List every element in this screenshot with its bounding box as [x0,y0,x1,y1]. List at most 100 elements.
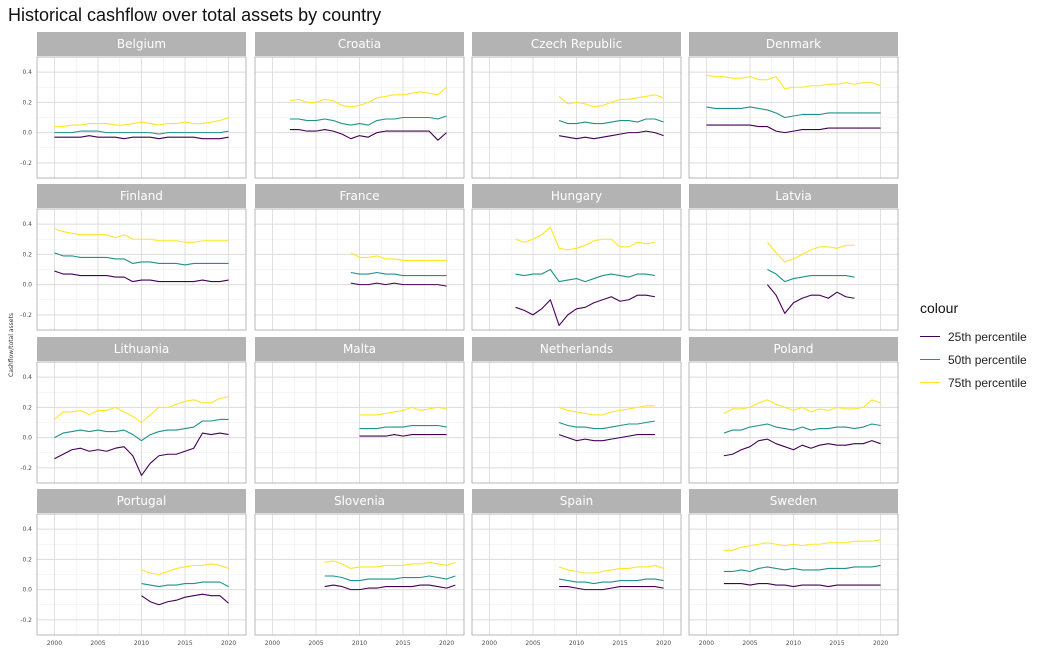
facet-strip [255,32,464,56]
panel-sweden: Sweden 2000 2005 2010 2015 2020 [688,489,899,647]
series-line-p75 [350,252,447,261]
facet-strip [37,489,246,513]
series-line-p75 [766,241,855,263]
facet-strip [689,489,898,513]
x-tick-label: 2005 [525,640,540,647]
panel-portugal: Portugal -0.2 0.0 0.2 0.4 2000 2005 2010 2015 202… [20,489,247,647]
facet-strip [472,32,681,56]
series-line-p75 [141,563,229,576]
series-line-p25 [723,583,881,588]
x-tick-label: 2015 [395,640,410,647]
panel-border [688,361,899,484]
facet-label: Poland [773,342,813,356]
facet-label: Croatia [338,37,381,51]
y-tick-label: 0.2 [22,99,32,106]
series-line-p25 [766,284,855,314]
facet-label: Hungary [551,189,602,203]
facet-label: Finland [120,189,163,203]
facet-strip [472,184,681,208]
y-tick-label: 0.0 [22,435,32,442]
x-tick-label: 2005 [742,640,757,647]
series-line-p75 [54,116,229,128]
facet-strip [37,184,246,208]
x-tick-label: 2015 [177,640,192,647]
series-line-p25 [54,135,229,140]
facet-strip [689,337,898,361]
series-line-p75 [359,406,447,416]
series-line-p50 [54,418,229,442]
series-line-p25 [289,129,447,141]
facet-strip [472,489,681,513]
legend-label-25th: 25th percentile [948,329,1027,344]
series-line-p50 [723,423,881,434]
x-tick-label: 2000 [699,640,714,647]
panel-czech-republic: Czech Republic [471,32,682,179]
panel-croatia: Croatia [254,32,465,179]
facet-strip [255,184,464,208]
facet-label: Lithuania [114,342,170,356]
x-tick-label: 2020 [656,640,671,647]
panel-latvia: Latvia [688,184,899,331]
legend-item-50th: 50th percentile [920,348,1027,371]
panel-border [471,513,682,636]
panel-poland: Poland [688,337,899,484]
facet-label: Slovenia [334,494,385,508]
y-tick-label: -0.2 [20,465,32,472]
panel-spain: Spain 2000 2005 2010 2015 2020 [471,489,682,647]
y-tick-label: -0.2 [20,160,32,167]
series-line-p25 [141,593,229,606]
series-line-p25 [324,584,456,591]
facet-strip [37,32,246,56]
x-tick-label: 2020 [221,640,236,647]
y-tick-label: 0.4 [22,69,32,76]
series-line-p25 [54,270,229,283]
series-line-p50 [141,581,229,588]
facet-label: Malta [343,342,376,356]
x-tick-label: 2005 [90,640,105,647]
series-line-p50 [359,424,447,430]
legend-swatch-25th [920,336,940,337]
legend-item-75th: 75th percentile [920,371,1027,394]
panel-border [688,56,899,179]
legend-label-50th: 50th percentile [948,352,1027,367]
panel-border [36,208,247,331]
x-tick-label: 2000 [482,640,497,647]
y-tick-label: -0.2 [20,312,32,319]
series-line-p75 [324,560,456,570]
facet-strip [255,489,464,513]
x-tick-label: 2010 [786,640,801,647]
y-tick-label: 0.4 [22,374,32,381]
series-line-p75 [706,74,881,90]
series-line-p25 [558,434,655,442]
series-line-p25 [359,434,447,437]
x-tick-label: 2010 [352,640,367,647]
facet-label: Denmark [766,37,821,51]
panel-border [254,361,465,484]
series-line-p50 [324,575,456,582]
facet-strip [689,184,898,208]
series-line-p50 [350,271,447,277]
y-axis-label: Cashflow/total assets [8,313,15,377]
series-line-p75 [558,564,664,574]
series-line-p50 [515,268,655,283]
x-tick-label: 2005 [308,640,323,647]
series-line-p50 [54,130,229,135]
facet-label: Belgium [117,37,166,51]
panel-border [688,208,899,331]
panel-border [688,513,899,636]
y-tick-label: 0.4 [22,526,32,533]
facet-strip [472,337,681,361]
y-tick-label: 0.2 [22,404,32,411]
series-line-p25 [706,124,881,134]
facet-label: France [340,189,380,203]
series-line-p50 [558,578,664,585]
x-tick-label: 2000 [47,640,62,647]
series-line-p75 [54,228,229,243]
panel-slovenia: Slovenia 2000 2005 2010 2015 2020 [254,489,465,647]
chart-title: Historical cashflow over total assets by… [8,5,382,25]
series-line-p25 [559,586,664,591]
series-line-p75 [723,399,881,414]
series-line-p50 [54,252,229,266]
legend-title: colour [920,300,959,316]
panel-malta: Malta [254,337,465,484]
